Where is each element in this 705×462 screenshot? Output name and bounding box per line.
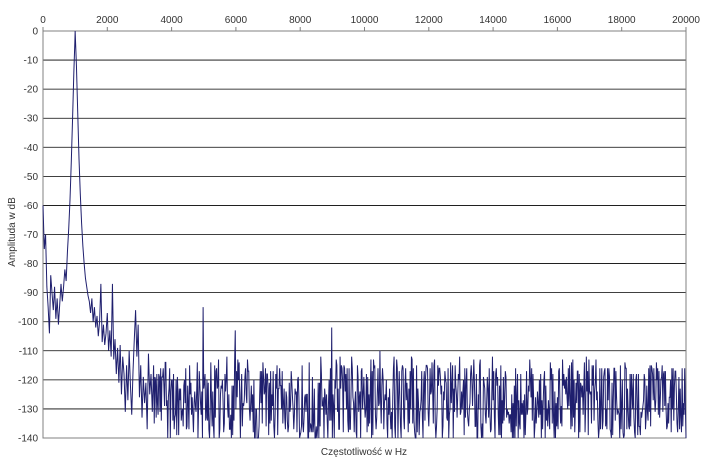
x-tick-label: 14000 — [479, 15, 507, 26]
x-tick-label: 20000 — [672, 15, 700, 26]
x-tick-label: 12000 — [415, 15, 443, 26]
y-tick-label: -90 — [24, 288, 39, 299]
y-tick-label: -140 — [18, 434, 38, 445]
y-tick-label: -120 — [18, 375, 38, 386]
y-tick-label: -100 — [18, 317, 38, 328]
y-tick-label: -20 — [24, 85, 39, 96]
y-tick-label: -80 — [24, 259, 39, 270]
y-tick-label: -40 — [24, 143, 39, 154]
y-tick-label: -130 — [18, 404, 38, 415]
y-tick-label: -50 — [24, 172, 39, 183]
y-axis-title: Amplituda w dB — [7, 197, 18, 267]
y-tick-label: -10 — [24, 56, 39, 67]
x-tick-label: 16000 — [543, 15, 571, 26]
y-tick-labels: 0 -10 -20 -30 -40 -50 -60 -70 -80 -90 -100 -110 -120… — [18, 27, 38, 445]
x-tick-label: 4000 — [160, 15, 183, 26]
x-tick-label: 10000 — [351, 15, 379, 26]
y-tick-label: -110 — [19, 346, 39, 357]
x-tick-label: 8000 — [289, 15, 312, 26]
y-tick-label: -30 — [24, 114, 39, 125]
x-axis-title: Częstotliwość w Hz — [321, 447, 407, 458]
y-tick-label: -70 — [24, 230, 39, 241]
x-tick-label: 0 — [40, 15, 46, 26]
x-tick-label: 2000 — [96, 15, 119, 26]
y-tick-label: -60 — [24, 201, 39, 212]
x-tick-label: 6000 — [225, 15, 248, 26]
x-tick-labels: 0 2000 4000 6000 8000 10000 12000 14000 16000 180… — [40, 15, 700, 31]
spectrum-series-line — [42, 30, 687, 439]
y-tick-label: 0 — [32, 27, 38, 38]
x-tick-label: 18000 — [608, 15, 636, 26]
